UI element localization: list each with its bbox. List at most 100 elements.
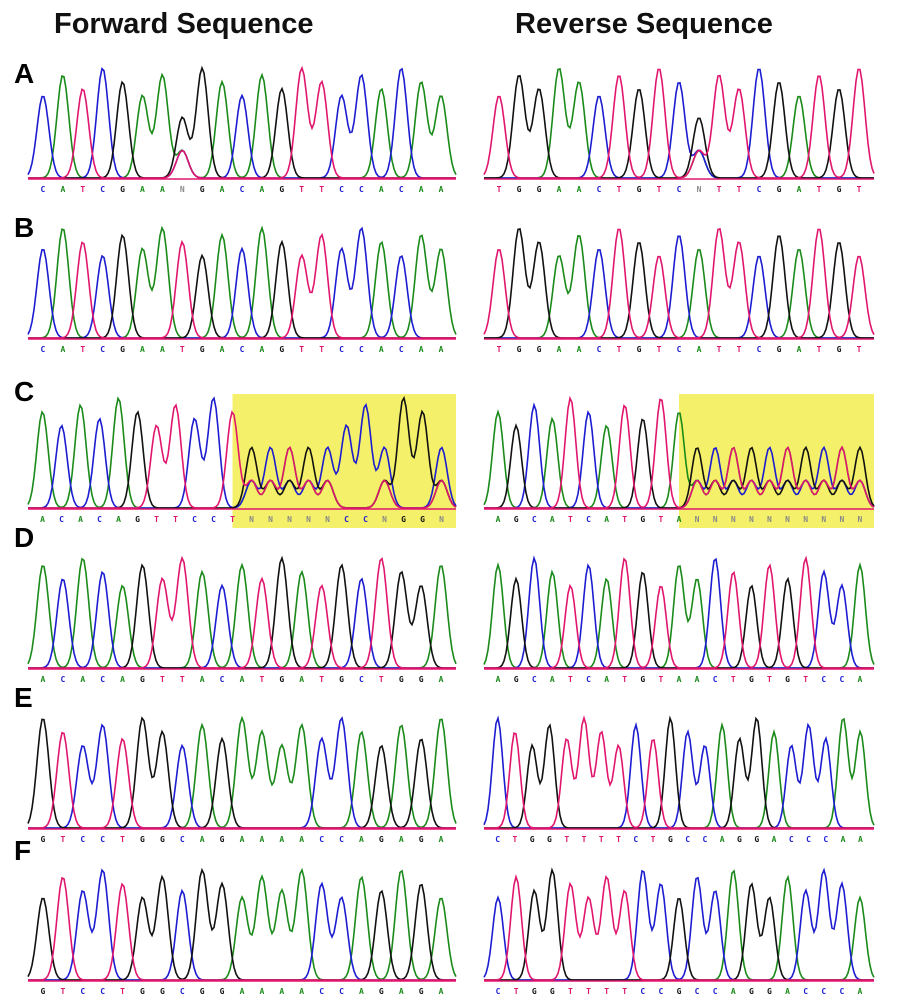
base-call: C: [100, 675, 105, 684]
trace-channel-a: [484, 68, 874, 179]
base-call: A: [80, 675, 85, 684]
base-call: A: [439, 987, 444, 996]
base-call: T: [568, 515, 573, 524]
base-call: A: [299, 835, 304, 844]
base-call: N: [382, 515, 387, 524]
base-call: G: [160, 987, 165, 996]
base-call: G: [140, 675, 145, 684]
panel-label-f: F: [14, 835, 32, 866]
base-call: N: [858, 515, 863, 524]
mixed-signal-highlight: [679, 394, 874, 528]
panel-label-b: B: [14, 212, 35, 243]
base-call: G: [532, 987, 537, 996]
base-call: G: [41, 835, 46, 844]
base-call: T: [857, 345, 862, 354]
trace-channel-a: [28, 72, 457, 179]
trace-channel-a: [483, 562, 875, 669]
base-call: A: [220, 345, 225, 354]
base-call: A: [858, 835, 863, 844]
base-call: A: [299, 675, 304, 684]
base-call: C: [180, 987, 185, 996]
base-call: C: [695, 987, 700, 996]
base-call: C: [821, 987, 826, 996]
base-call: G: [550, 987, 555, 996]
base-call: G: [200, 345, 205, 354]
base-call: C: [803, 987, 808, 996]
base-call: T: [60, 987, 65, 996]
base-call: C: [677, 185, 682, 194]
base-call: C: [339, 987, 344, 996]
base-call: A: [772, 835, 777, 844]
base-call: T: [568, 987, 573, 996]
base-call: C: [757, 185, 762, 194]
base-call: C: [344, 515, 349, 524]
base-call: T: [160, 675, 165, 684]
base-call: C: [319, 835, 324, 844]
base-call: A: [797, 185, 802, 194]
base-call: C: [220, 675, 225, 684]
base-call: A: [78, 515, 83, 524]
trace-channel-t: [484, 874, 874, 981]
base-call: C: [363, 515, 368, 524]
trace-channel-c: [27, 226, 456, 339]
base-call: C: [211, 515, 216, 524]
base-call: T: [497, 345, 502, 354]
base-call: T: [803, 675, 808, 684]
base-call: C: [41, 345, 46, 354]
base-call: N: [713, 515, 718, 524]
base-call: C: [757, 345, 762, 354]
base-call: A: [160, 185, 165, 194]
base-call: N: [767, 515, 772, 524]
base-call: A: [419, 345, 424, 354]
base-call: A: [577, 185, 582, 194]
base-call: A: [604, 675, 609, 684]
trace-channel-t: [483, 228, 875, 339]
base-call: C: [100, 835, 105, 844]
base-call: T: [120, 835, 125, 844]
base-call: C: [41, 185, 46, 194]
base-call: G: [140, 835, 145, 844]
base-call: T: [657, 185, 662, 194]
base-call: G: [637, 185, 642, 194]
base-call: T: [737, 345, 742, 354]
base-call: T: [564, 835, 569, 844]
base-call: A: [419, 185, 424, 194]
base-call: G: [537, 185, 542, 194]
mixed-signal-highlight: [232, 394, 456, 528]
base-call: C: [597, 345, 602, 354]
base-call: C: [633, 835, 638, 844]
base-call: G: [200, 987, 205, 996]
base-call: A: [60, 345, 65, 354]
base-call: C: [839, 987, 844, 996]
base-call: G: [637, 345, 642, 354]
base-call: G: [777, 185, 782, 194]
base-call: G: [120, 185, 125, 194]
base-call: A: [140, 185, 145, 194]
base-call: G: [339, 675, 344, 684]
base-call: A: [858, 987, 863, 996]
base-call: G: [749, 675, 754, 684]
base-call: A: [858, 675, 863, 684]
base-call: C: [702, 835, 707, 844]
base-call: C: [713, 675, 718, 684]
base-call: G: [517, 345, 522, 354]
base-call: A: [577, 345, 582, 354]
base-call: G: [279, 675, 284, 684]
base-call: C: [586, 515, 591, 524]
base-call: A: [259, 185, 264, 194]
base-call: T: [259, 675, 264, 684]
base-call: N: [695, 515, 700, 524]
base-call: C: [192, 515, 197, 524]
base-call: A: [40, 515, 45, 524]
base-call: G: [419, 987, 424, 996]
base-call: G: [668, 835, 673, 844]
base-call: T: [80, 185, 85, 194]
base-call: G: [379, 835, 384, 844]
base-call: A: [220, 185, 225, 194]
base-call: G: [200, 185, 205, 194]
base-call: N: [821, 515, 826, 524]
base-call: T: [767, 675, 772, 684]
base-call: G: [749, 987, 754, 996]
